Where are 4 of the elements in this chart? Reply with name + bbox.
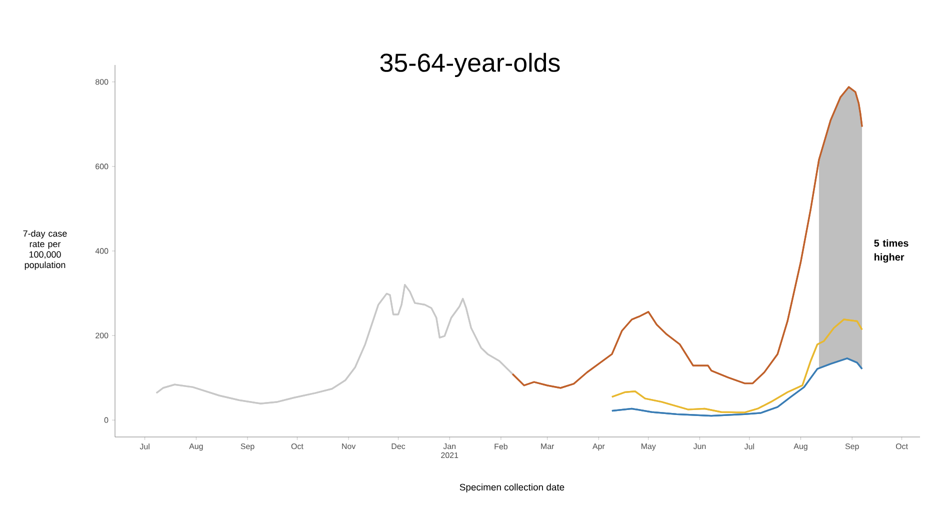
x-axis-title: Specimen collection date — [460, 484, 564, 492]
chart-title: 35-64-year-olds — [380, 52, 560, 78]
y-axis-title: 7-day case rate per 100,000 population — [23, 230, 67, 270]
band-label: 5 times higher — [874, 239, 908, 263]
